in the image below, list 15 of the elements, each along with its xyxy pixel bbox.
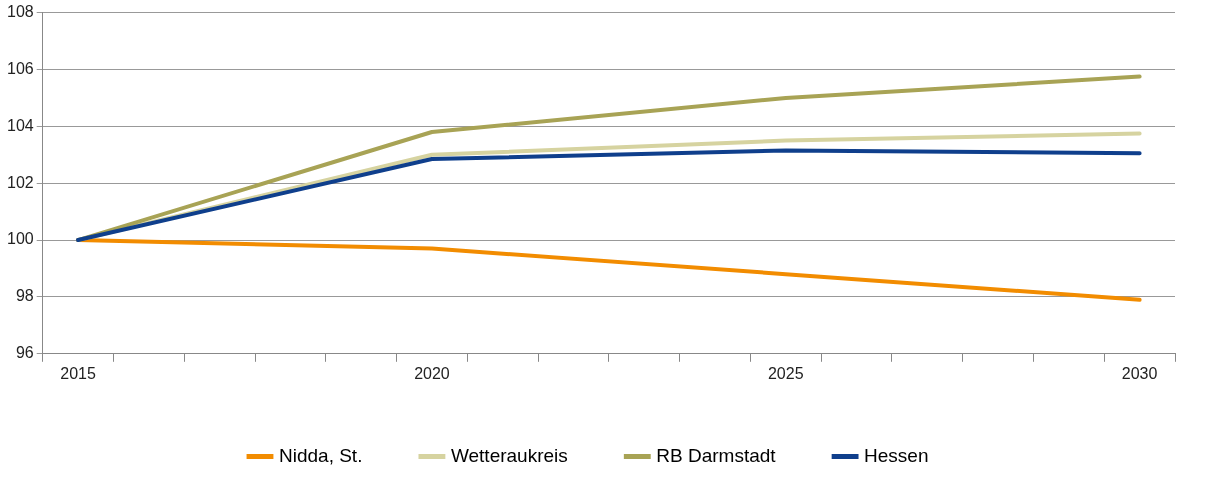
y-tick-label: 108	[6, 3, 34, 21]
y-tick-label: 106	[6, 59, 34, 77]
y-tick-label: 98	[15, 287, 34, 305]
x-tick-label: 2030	[1121, 364, 1158, 382]
legend-label: Nidda, St.	[278, 444, 363, 466]
legend-label: RB Darmstadt	[656, 444, 777, 466]
legend-label: Hessen	[864, 444, 929, 466]
y-tick-label: 102	[6, 173, 34, 191]
y-tick-label: 104	[6, 116, 34, 134]
x-tick-label: 2020	[414, 364, 450, 382]
x-tick-label: 2025	[767, 364, 804, 382]
x-tick-label: 2015	[60, 364, 96, 382]
legend-label: Wetteraukreis	[450, 444, 568, 466]
y-tick-label: 100	[6, 230, 34, 248]
y-tick-label: 96	[15, 344, 34, 362]
